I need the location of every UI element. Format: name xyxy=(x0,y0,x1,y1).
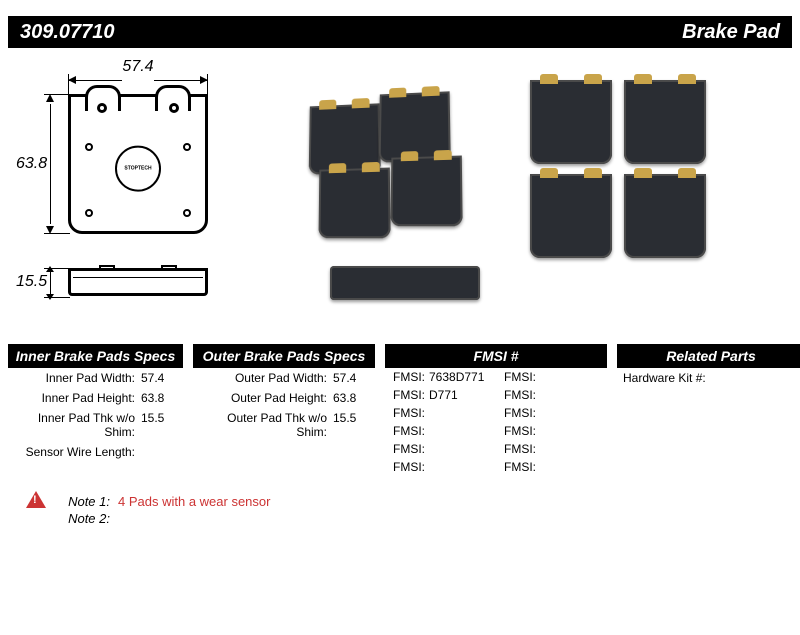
heading-related: Related Parts xyxy=(617,344,800,368)
spec-label: Inner Pad Height: xyxy=(12,391,141,405)
related-row: Hardware Kit #: xyxy=(617,368,800,388)
spec-label: FMSI: xyxy=(389,460,429,474)
spec-label: FMSI: xyxy=(389,406,429,420)
spec-value: 63.8 xyxy=(333,391,371,405)
spec-value xyxy=(141,445,179,459)
spec-row: FMSI: xyxy=(385,422,496,440)
spec-label: FMSI: xyxy=(389,442,429,456)
related-label: Hardware Kit #: xyxy=(623,371,706,385)
col-related: Related Parts Hardware Kit #: xyxy=(617,344,800,476)
spec-row: FMSI: xyxy=(496,458,607,476)
heading-fmsi: FMSI # xyxy=(385,344,607,368)
spec-label: FMSI: xyxy=(389,424,429,438)
spec-value: 15.5 xyxy=(333,411,371,439)
spec-label: FMSI: xyxy=(500,388,540,402)
warning-icon xyxy=(26,491,46,508)
spec-row: FMSI: xyxy=(496,422,607,440)
col-fmsi: FMSI # FMSI:7638D771FMSI:D771FMSI:FMSI:F… xyxy=(385,344,607,476)
spec-label: FMSI: xyxy=(389,370,429,384)
spec-label: Inner Pad Width: xyxy=(12,371,141,385)
spec-value: 57.4 xyxy=(141,371,179,385)
spec-label: FMSI: xyxy=(500,460,540,474)
spec-label: FMSI: xyxy=(389,388,429,402)
spec-row: Sensor Wire Length: xyxy=(8,442,183,462)
spec-row: Outer Pad Height:63.8 xyxy=(193,388,375,408)
diagram-area: 57.4 63.8 STOPTECH 15.5 xyxy=(8,48,792,338)
dim-width-value: 57.4 xyxy=(122,58,153,75)
dim-height-value: 63.8 xyxy=(16,155,47,173)
spec-row: Inner Pad Thk w/o Shim:15.5 xyxy=(8,408,183,442)
spec-row: Outer Pad Thk w/o Shim:15.5 xyxy=(193,408,375,442)
photo-pad-angled-3 xyxy=(319,168,391,239)
photo-pad-angled-4 xyxy=(391,156,463,227)
photo-pad-flat-2 xyxy=(624,80,706,164)
spec-row: FMSI: xyxy=(496,440,607,458)
col-outer-specs: Outer Brake Pads Specs Outer Pad Width:5… xyxy=(193,344,375,476)
spec-label: Outer Pad Height: xyxy=(197,391,333,405)
spec-row: FMSI: xyxy=(496,386,607,404)
note1-label: Note 1: xyxy=(54,494,110,509)
spec-row: FMSI: xyxy=(385,458,496,476)
spec-row: FMSI: xyxy=(385,404,496,422)
spec-value: D771 xyxy=(429,388,458,402)
spec-value: 15.5 xyxy=(141,411,179,439)
spec-row: FMSI:7638D771 xyxy=(385,368,496,386)
photo-pad-flat-3 xyxy=(530,174,612,258)
header-bar: 309.07710 Brake Pad xyxy=(8,16,792,48)
spec-row: Inner Pad Height:63.8 xyxy=(8,388,183,408)
photo-pad-flat-4 xyxy=(624,174,706,258)
brand-logo: STOPTECH xyxy=(115,146,161,192)
heading-inner: Inner Brake Pads Specs xyxy=(8,344,183,368)
part-number: 309.07710 xyxy=(20,21,115,44)
photo-pad-side xyxy=(330,266,480,300)
spec-row: FMSI: xyxy=(496,404,607,422)
spec-row: Outer Pad Width:57.4 xyxy=(193,368,375,388)
spec-row: FMSI: xyxy=(496,368,607,386)
spec-row: FMSI: xyxy=(385,440,496,458)
spec-label: Sensor Wire Length: xyxy=(12,445,141,459)
spec-value: 7638D771 xyxy=(429,370,484,384)
photo-pad-flat-1 xyxy=(530,80,612,164)
note2-label: Note 2: xyxy=(54,511,110,526)
spec-label: Outer Pad Width: xyxy=(197,371,333,385)
spec-value: 63.8 xyxy=(141,391,179,405)
specs-section: Inner Brake Pads Specs Inner Pad Width:5… xyxy=(8,344,792,476)
spec-label: Inner Pad Thk w/o Shim: xyxy=(12,411,141,439)
notes-section: Note 1: 4 Pads with a wear sensor Note 2… xyxy=(26,494,792,526)
heading-outer: Outer Brake Pads Specs xyxy=(193,344,375,368)
note1-value: 4 Pads with a wear sensor xyxy=(118,494,270,509)
pad-side-drawing xyxy=(68,268,208,296)
dimension-height: 63.8 xyxy=(16,94,60,234)
spec-label: FMSI: xyxy=(500,442,540,456)
dim-thk-value: 15.5 xyxy=(16,273,47,291)
logo-text: STOPTECH xyxy=(124,166,151,171)
spec-row: FMSI:D771 xyxy=(385,386,496,404)
dimension-thickness: 15.5 xyxy=(16,264,60,300)
col-inner-specs: Inner Brake Pads Specs Inner Pad Width:5… xyxy=(8,344,183,476)
pad-front-drawing: STOPTECH xyxy=(68,94,208,234)
spec-value: 57.4 xyxy=(333,371,371,385)
dimension-width: 57.4 xyxy=(68,58,208,76)
spec-label: FMSI: xyxy=(500,424,540,438)
spec-row: Inner Pad Width:57.4 xyxy=(8,368,183,388)
spec-label: FMSI: xyxy=(500,370,540,384)
spec-label: FMSI: xyxy=(500,406,540,420)
spec-label: Outer Pad Thk w/o Shim: xyxy=(197,411,333,439)
page-title: Brake Pad xyxy=(682,21,780,44)
